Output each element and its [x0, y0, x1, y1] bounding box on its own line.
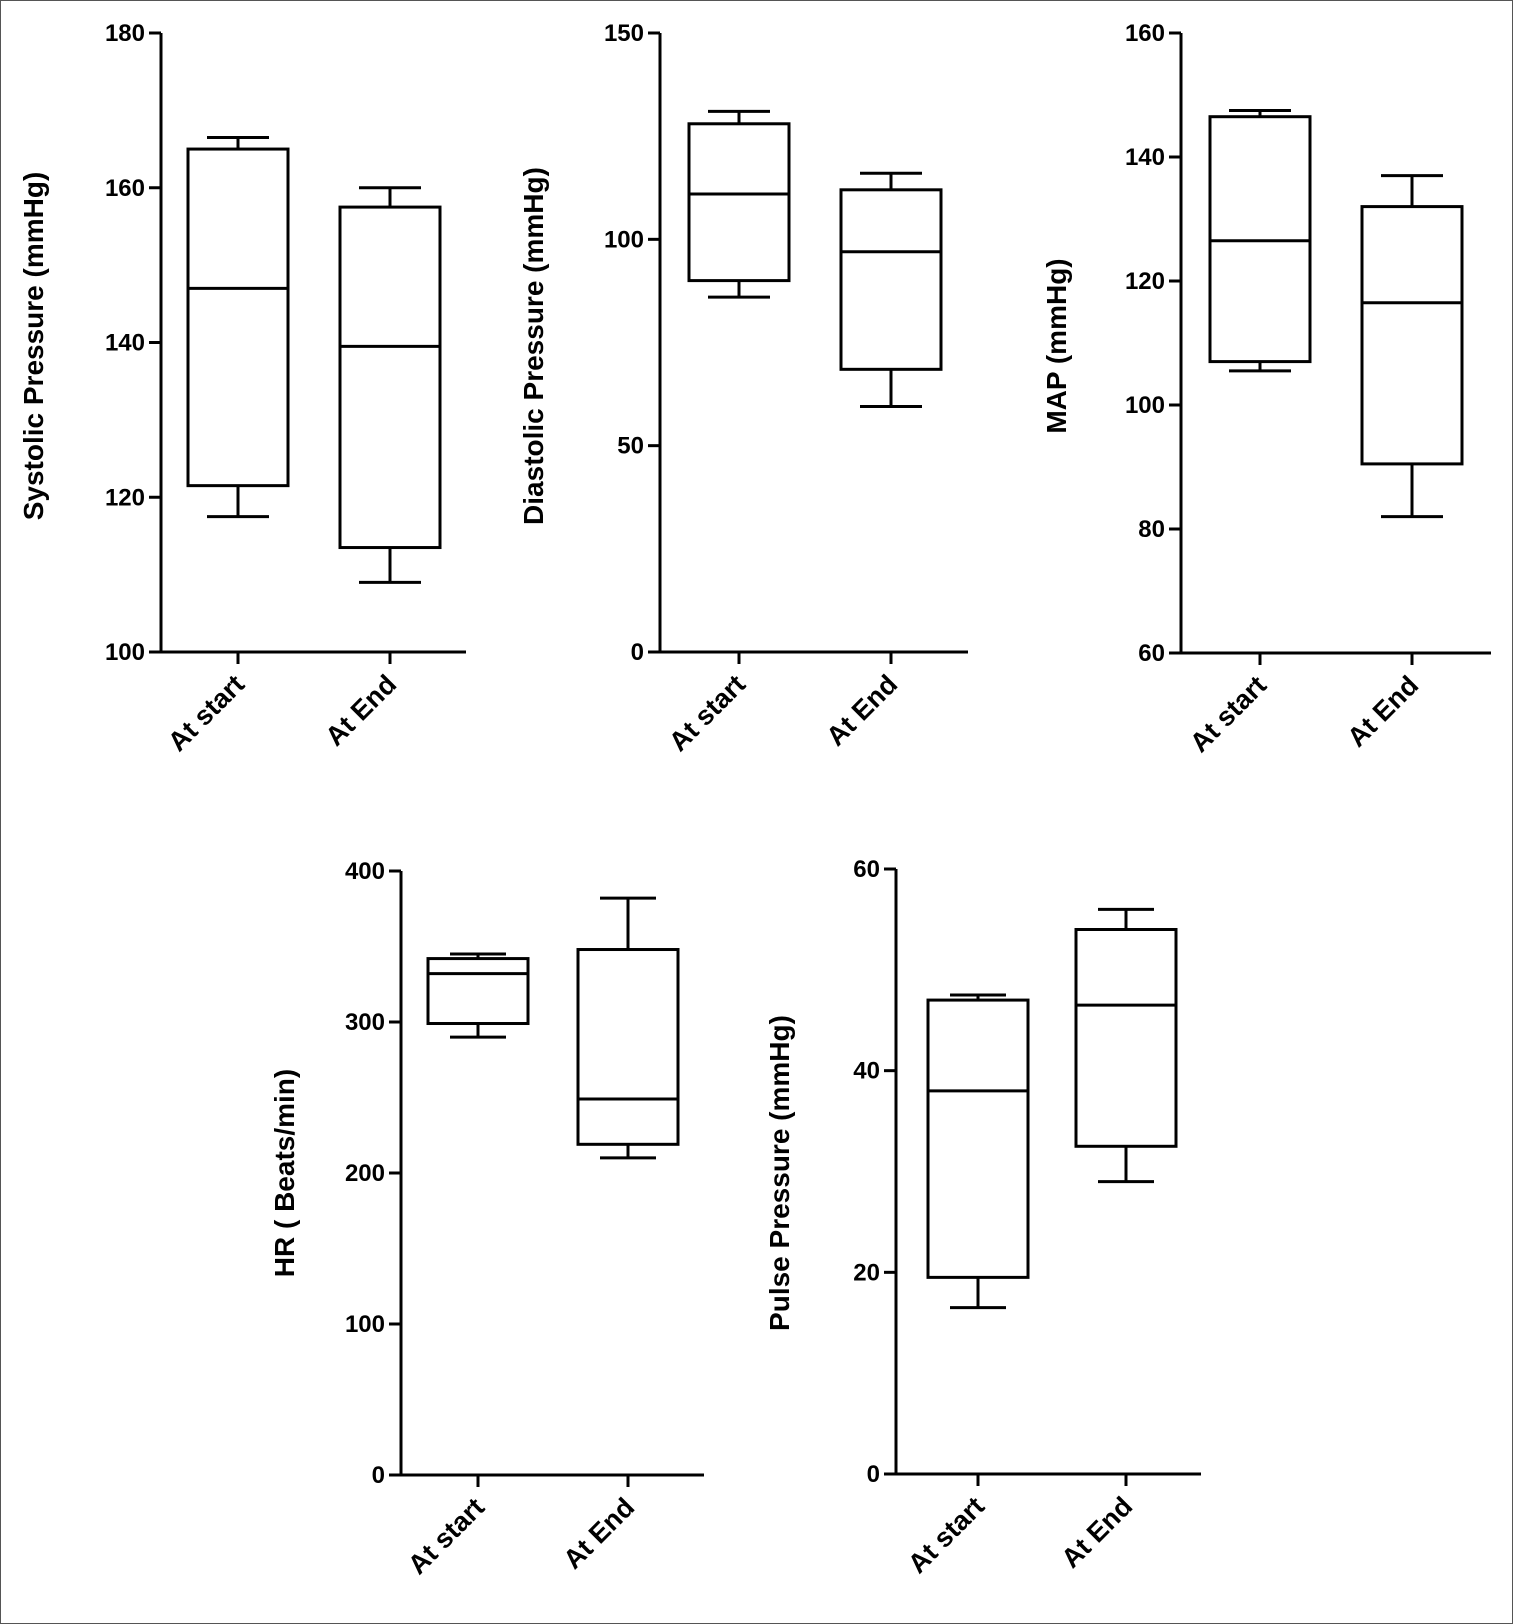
- box-iqr: [1074, 928, 1178, 1148]
- y-tick-label: 140: [1125, 144, 1165, 171]
- box-iqr: [338, 205, 442, 550]
- box-iqr: [1360, 205, 1464, 466]
- box-iqr: [576, 948, 680, 1146]
- y-tick-label: 120: [105, 484, 145, 511]
- chart-panel-5: 0 20 40 60 Pulse Pressure (mmHg) At start At E…: [764, 856, 1201, 1579]
- chart-panel-1: 100 120 140 160 180 Systolic Pressure (mmHg) A…: [18, 20, 466, 757]
- box-iqr: [426, 957, 530, 1026]
- y-tick-label: 100: [345, 1311, 385, 1338]
- y-tick-label: 120: [1125, 268, 1165, 295]
- chart-panel-3: 60 80 100 120 140 160 MAP (mmHg) At start At End: [1041, 20, 1491, 758]
- y-tick-label: 100: [604, 226, 644, 253]
- box-iqr: [186, 147, 290, 488]
- box-iqr: [839, 188, 943, 371]
- y-tick-label: 150: [604, 20, 644, 47]
- y-axis-title: Pulse Pressure (mmHg): [764, 1015, 795, 1331]
- y-tick-label: 0: [631, 639, 644, 666]
- box-iqr: [687, 122, 791, 283]
- y-tick-label: 100: [1125, 392, 1165, 419]
- y-tick-label: 60: [853, 856, 880, 883]
- box-iqr: [926, 998, 1030, 1279]
- y-tick-label: 80: [1138, 516, 1165, 543]
- box-at-end: [1360, 174, 1464, 519]
- box-at-start: [186, 135, 290, 519]
- y-tick-label: 160: [105, 175, 145, 202]
- y-tick-label: 100: [105, 639, 145, 666]
- y-tick-label: 60: [1138, 640, 1165, 667]
- y-tick-label: 180: [105, 20, 145, 47]
- chart-panel-4: 0 100 200 300 400 HR ( Beats/min) At start At E…: [269, 858, 704, 1580]
- y-axis-title: MAP (mmHg): [1041, 258, 1072, 433]
- y-tick-label: 0: [372, 1462, 385, 1489]
- y-tick-label: 20: [853, 1259, 880, 1286]
- box-at-start: [687, 109, 791, 299]
- box-at-start: [926, 993, 1030, 1310]
- y-axis-title: Systolic Pressure (mmHg): [18, 172, 49, 521]
- x-category-label: At start: [1184, 670, 1272, 758]
- box-iqr: [1208, 115, 1312, 364]
- box-at-start: [426, 952, 530, 1039]
- y-axis-title: HR ( Beats/min): [269, 1069, 300, 1277]
- box-at-end: [576, 896, 680, 1160]
- box-at-end: [338, 186, 442, 584]
- y-tick-label: 40: [853, 1058, 880, 1085]
- y-tick-label: 140: [105, 330, 145, 357]
- chart-panel-2: 0 50 100 150 Diastolic Pressure (mmHg) At sta…: [518, 20, 968, 757]
- x-category-label: At start: [162, 669, 250, 757]
- x-category-label: At start: [663, 669, 751, 757]
- x-category-label: At End: [1342, 670, 1425, 753]
- y-tick-label: 300: [345, 1009, 385, 1036]
- y-tick-label: 160: [1125, 20, 1165, 47]
- x-category-label: At End: [821, 669, 904, 752]
- x-category-label: At End: [320, 669, 403, 752]
- box-at-end: [1074, 907, 1178, 1184]
- y-tick-label: 50: [617, 433, 644, 460]
- box-at-end: [839, 171, 943, 408]
- box-at-start: [1208, 109, 1312, 373]
- y-tick-label: 200: [345, 1160, 385, 1187]
- x-category-label: At start: [902, 1491, 990, 1579]
- x-category-label: At End: [1056, 1491, 1139, 1574]
- x-category-label: At start: [402, 1492, 490, 1580]
- y-tick-label: 0: [867, 1461, 880, 1488]
- x-category-label: At End: [558, 1492, 641, 1575]
- y-axis-title: Diastolic Pressure (mmHg): [518, 167, 549, 525]
- y-tick-label: 400: [345, 858, 385, 885]
